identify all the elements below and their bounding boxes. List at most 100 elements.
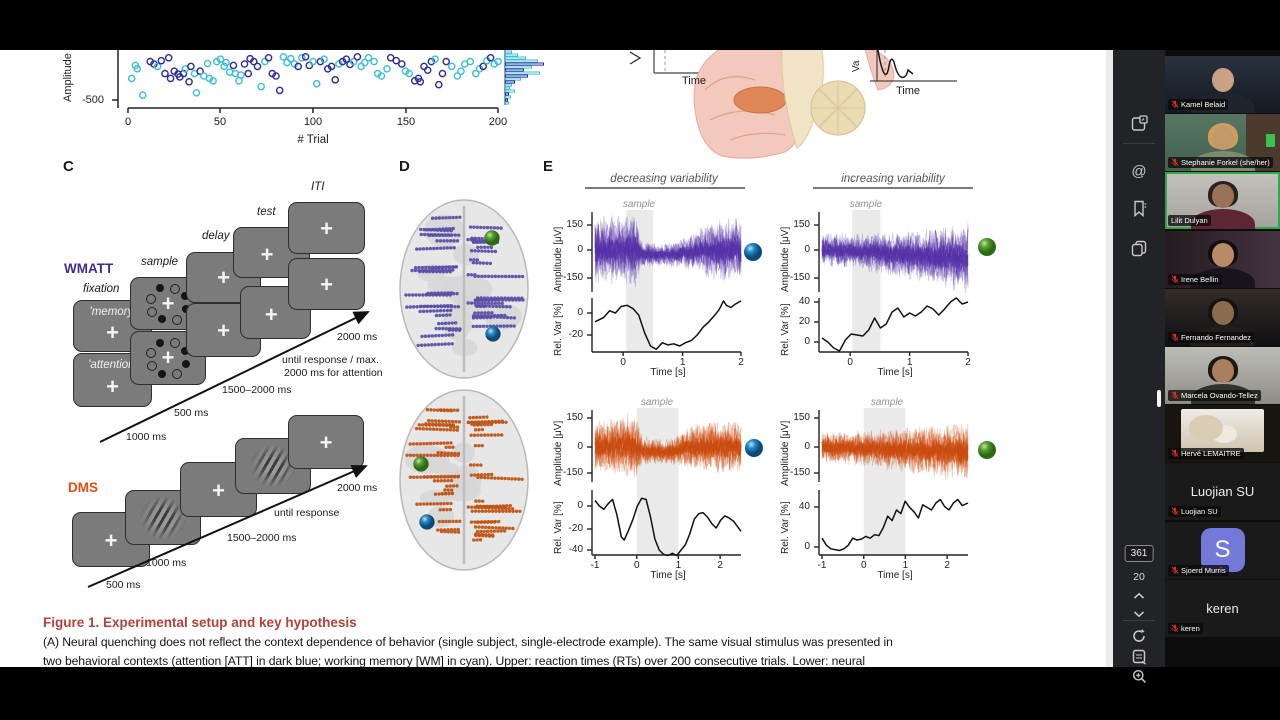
- export-icon[interactable]: [1127, 646, 1151, 668]
- figure-caption-line1: (A) Neural quenching does not reflect th…: [43, 635, 893, 649]
- amplitude-axis-label: Amplitude [μV]: [780, 420, 791, 486]
- amplitude-axis-label: Amplitude [μV]: [553, 420, 564, 486]
- participant-name: Stephanie Forkel (she/her): [1181, 158, 1270, 168]
- wmatt-timing: 500 ms: [174, 407, 209, 419]
- participant-name-label: Hervé LEMAITRE: [1168, 448, 1244, 460]
- participant-tile-marcela-ovando-tellez[interactable]: Marcela Ovando-Tellez: [1165, 347, 1280, 404]
- participant-tile-keren[interactable]: keren keren: [1165, 579, 1280, 637]
- panelA-ylabel: Amplitude: [62, 53, 74, 102]
- amp-tick: -150: [789, 272, 810, 283]
- dms-timing: 2000 ms: [337, 482, 378, 494]
- photo-content: [1181, 409, 1264, 453]
- copy-icon[interactable]: [1127, 237, 1151, 259]
- relvar-tick: -20: [568, 523, 583, 534]
- relvar-tick: -20: [568, 329, 583, 340]
- stimulus-dot: [172, 369, 183, 380]
- relvar-axis-label: Rel. Var [%]: [553, 303, 564, 356]
- time-axis-label: Time [s]: [650, 367, 686, 378]
- participant-tile-lilit-dulyan[interactable]: Lilit Dulyan: [1165, 172, 1280, 230]
- stimulus-dot: [170, 338, 181, 349]
- annotate-icon[interactable]: [1127, 112, 1151, 134]
- mention-icon[interactable]: @: [1127, 160, 1151, 182]
- wmatt-timing: 1500–2000 ms: [222, 384, 292, 396]
- fixation-cross: +: [217, 318, 230, 344]
- amp-tick: -150: [562, 467, 583, 478]
- time-tick: 1: [679, 357, 686, 368]
- stage-label-test: test: [257, 206, 276, 218]
- bookmark-icon[interactable]: [1127, 197, 1151, 219]
- figure-caption-title: Figure 1. Experimental setup and key hyp…: [43, 615, 357, 630]
- task-screen: +: [288, 415, 364, 469]
- participant-tile-fernando-fernandez[interactable]: Fernando Fernandez: [1165, 288, 1280, 346]
- page-number-badge[interactable]: 361: [1124, 545, 1154, 562]
- stimulus-dot: [181, 359, 190, 368]
- participant-tile-sjoerd-murris[interactable]: S Sjoerd Murris: [1165, 521, 1280, 579]
- muted-mic-icon: [1171, 624, 1179, 632]
- time-axis-label: Time [s]: [877, 570, 913, 581]
- figure-caption-line2: two behavioral contexts (attention [ATT]…: [43, 654, 865, 667]
- participant-name: Fernando Fernandez: [1181, 332, 1252, 342]
- amp-tick: 0: [804, 244, 810, 255]
- participant-tile-irene-bellin[interactable]: Irene Bellin: [1165, 230, 1280, 288]
- participant-face: [1211, 184, 1234, 209]
- zoom-in-icon[interactable]: [1127, 665, 1151, 687]
- stimulus-dot: [146, 361, 157, 372]
- stimulus-dot: [155, 338, 164, 347]
- time-tick: 2: [965, 357, 971, 368]
- participant-tile-stephanie-forkel-she-her-[interactable]: Stephanie Forkel (she/her): [1165, 114, 1280, 172]
- wmatt-timing: 1000 ms: [126, 431, 167, 443]
- dms-timing: until response: [274, 507, 340, 519]
- muted-mic-icon: [1171, 449, 1179, 458]
- participant-display-name: Luojian SU: [1190, 484, 1255, 500]
- participant-name-label: Marcela Ovando-Tellez: [1168, 390, 1261, 401]
- stimulus-dot: [170, 283, 181, 294]
- amp-tick: 150: [566, 412, 583, 423]
- relvar-tick: 0: [577, 500, 583, 511]
- gabor-patch: [141, 497, 185, 538]
- sample-period-label: sample: [849, 199, 883, 210]
- sample-period-label: sample: [622, 199, 656, 210]
- participant-name-label: Lilit Dulyan: [1168, 215, 1211, 227]
- toolbar-scrollbar-thumb[interactable]: [1157, 390, 1161, 407]
- time-tick: 2: [738, 357, 744, 368]
- participant-name-label: Kamel Belaid: [1168, 99, 1229, 110]
- participant-tile-herv-lemaitre[interactable]: Hervé LEMAITRE: [1165, 405, 1280, 463]
- relvar-tick: 20: [798, 316, 810, 327]
- participant-tile-luojian-su[interactable]: Luojian SU Luojian SU: [1165, 463, 1280, 521]
- task-screen: +: [288, 258, 365, 310]
- svg-text:0: 0: [125, 116, 131, 128]
- relvar-axis-label: Rel. Var [%]: [553, 500, 564, 554]
- participant-face: [1211, 359, 1234, 383]
- relvar-tick: 40: [798, 501, 810, 512]
- fixation-cross: +: [161, 345, 175, 370]
- scroll-up-icon[interactable]: [1127, 585, 1151, 607]
- document-scrollbar-track[interactable]: [1106, 50, 1113, 667]
- page-secondary-number: 20: [1133, 571, 1145, 583]
- muted-mic-icon: [1171, 158, 1179, 167]
- fixation-cross: +: [264, 302, 278, 328]
- time-tick: 2: [944, 560, 950, 571]
- participant-name: Sjoerd Murris: [1181, 565, 1226, 575]
- scroll-down-icon[interactable]: [1127, 603, 1151, 625]
- stimulus-dot: [172, 314, 183, 325]
- relvar-tick: 40: [798, 296, 810, 307]
- participant-video-rail: Kamel Belaid Stephanie Forkel (she/her) Li…: [1165, 50, 1280, 667]
- relvar-tick: -40: [568, 544, 583, 555]
- screen-instruction-text: 'attention': [88, 359, 137, 371]
- svg-text:100: 100: [304, 116, 322, 128]
- stimulus-dot: [155, 284, 164, 293]
- dms-timing: 500 ms: [106, 579, 141, 591]
- participant-tile-kamel-belaid[interactable]: Kamel Belaid: [1165, 56, 1280, 113]
- refresh-icon[interactable]: [1127, 625, 1151, 647]
- stimulus-dot: [181, 346, 190, 355]
- participant-name-label: Stephanie Forkel (she/her): [1168, 157, 1273, 169]
- fixation-cross: +: [320, 272, 333, 297]
- time-axis-label: Time [s]: [650, 570, 686, 581]
- panelE-label: E: [543, 158, 554, 175]
- svg-text:200: 200: [489, 116, 507, 128]
- fixation-cross: +: [212, 477, 225, 503]
- stimulus-dot: [157, 369, 166, 378]
- panelD-label: D: [399, 158, 410, 175]
- relvar-tick: 0: [577, 307, 583, 318]
